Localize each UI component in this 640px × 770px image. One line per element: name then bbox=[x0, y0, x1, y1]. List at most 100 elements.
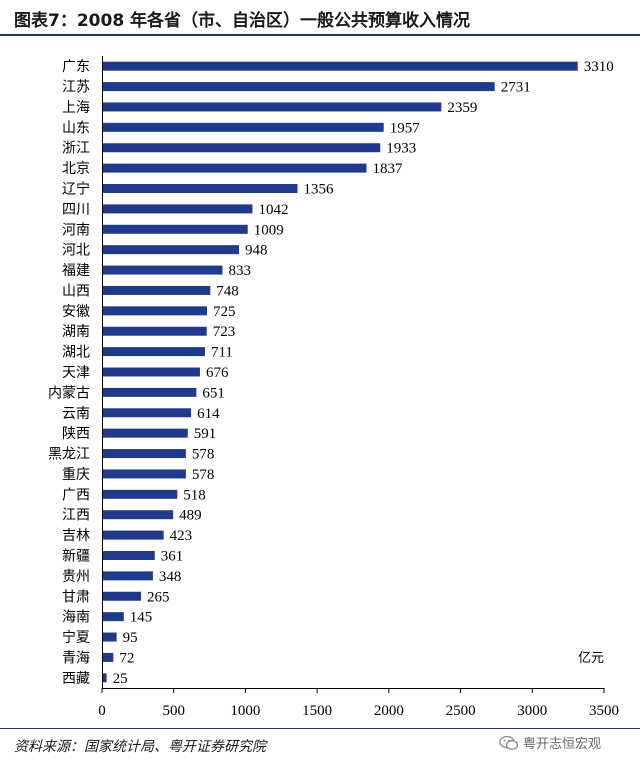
value-label: 1042 bbox=[258, 202, 288, 218]
bar-26 bbox=[103, 591, 142, 601]
value-label: 2731 bbox=[501, 80, 531, 96]
category-label: 贵州 bbox=[62, 569, 90, 585]
x-tick-label: 2500 bbox=[446, 703, 476, 719]
value-label: 591 bbox=[194, 426, 217, 442]
bar-14 bbox=[103, 347, 205, 357]
x-tick-label: 500 bbox=[162, 703, 185, 719]
category-label: 内蒙古 bbox=[48, 385, 90, 401]
bar-22 bbox=[103, 510, 174, 520]
x-tick-label: 1500 bbox=[302, 703, 332, 719]
x-tick-label: 2000 bbox=[374, 703, 404, 719]
category-label: 吉林 bbox=[62, 528, 90, 544]
value-label: 72 bbox=[119, 650, 134, 666]
value-label: 723 bbox=[213, 324, 236, 340]
category-label: 西藏 bbox=[62, 671, 90, 687]
bars-group bbox=[103, 61, 578, 683]
bar-17 bbox=[103, 408, 192, 418]
value-label: 833 bbox=[228, 263, 251, 279]
category-labels: 广东江苏上海山东浙江北京辽宁四川河南河北福建山西安徽湖南湖北天津内蒙古云南陕西黑… bbox=[48, 59, 90, 687]
category-label: 江西 bbox=[62, 508, 90, 524]
bar-16 bbox=[103, 387, 197, 397]
watermark-text: 粤开志恒宏观 bbox=[523, 737, 602, 752]
category-label: 重庆 bbox=[62, 467, 90, 483]
bar-4 bbox=[103, 143, 381, 153]
bar-3 bbox=[103, 122, 384, 132]
value-label: 711 bbox=[211, 345, 233, 361]
category-label: 河北 bbox=[62, 243, 90, 259]
unit-label: 亿元 bbox=[578, 651, 604, 666]
category-label: 湖南 bbox=[62, 324, 90, 340]
category-label: 福建 bbox=[62, 263, 90, 279]
source-note: 资料来源：国家统计局、粤开证券研究院 bbox=[14, 739, 266, 755]
value-label: 2359 bbox=[447, 100, 477, 116]
value-label: 25 bbox=[113, 671, 128, 687]
wechat-icon bbox=[499, 735, 519, 750]
bar-7 bbox=[103, 204, 253, 214]
bar-10 bbox=[103, 265, 223, 275]
category-label: 辽宁 bbox=[62, 181, 90, 198]
category-label: 浙江 bbox=[62, 141, 90, 157]
bar-19 bbox=[103, 449, 186, 459]
value-label: 361 bbox=[161, 548, 184, 564]
category-label: 广西 bbox=[62, 487, 90, 503]
bar-11 bbox=[103, 285, 211, 295]
category-label: 安徽 bbox=[62, 304, 90, 320]
bar-2 bbox=[103, 102, 442, 112]
bar-23 bbox=[103, 530, 164, 540]
watermark: 粤开志恒宏观 bbox=[499, 733, 601, 752]
x-tick-label: 0 bbox=[98, 703, 106, 719]
bar-21 bbox=[103, 489, 178, 499]
bar-15 bbox=[103, 367, 200, 377]
value-label: 3310 bbox=[584, 59, 614, 75]
value-label: 423 bbox=[170, 528, 193, 544]
category-label: 江苏 bbox=[62, 80, 90, 96]
title-divider bbox=[0, 34, 640, 36]
value-label: 1837 bbox=[372, 161, 403, 177]
value-label: 578 bbox=[192, 467, 215, 483]
value-label: 725 bbox=[213, 304, 236, 320]
bar-13 bbox=[103, 326, 207, 336]
category-label: 陕西 bbox=[62, 426, 90, 442]
value-label: 1356 bbox=[303, 182, 334, 198]
value-label: 265 bbox=[147, 589, 170, 605]
value-label: 676 bbox=[206, 365, 229, 381]
value-label: 651 bbox=[202, 385, 225, 401]
bar-30 bbox=[103, 673, 107, 683]
category-label: 山东 bbox=[62, 120, 90, 136]
category-label: 四川 bbox=[62, 202, 90, 218]
category-label: 天津 bbox=[62, 365, 90, 381]
bar-28 bbox=[103, 632, 117, 642]
x-tick-label: 3000 bbox=[517, 703, 547, 719]
bar-29 bbox=[103, 652, 114, 662]
value-label: 518 bbox=[183, 487, 206, 503]
category-label: 黑龙江 bbox=[48, 447, 90, 463]
value-label: 1957 bbox=[390, 120, 421, 136]
category-label: 河南 bbox=[62, 222, 90, 238]
category-label: 山西 bbox=[62, 283, 90, 299]
value-label: 614 bbox=[197, 406, 220, 422]
value-labels: 3310 2731 2359 1957 1933 1837 1356 1042 1009 948 8… bbox=[113, 59, 614, 687]
bar-0 bbox=[103, 61, 578, 71]
value-label: 348 bbox=[159, 569, 182, 585]
bar-27 bbox=[103, 612, 124, 622]
bar-5 bbox=[103, 163, 367, 173]
bar-9 bbox=[103, 245, 239, 255]
bar-24 bbox=[103, 550, 155, 560]
category-label: 海南 bbox=[62, 610, 90, 626]
category-label: 青海 bbox=[62, 650, 90, 666]
category-label: 北京 bbox=[62, 161, 90, 177]
bar-chart: 广东江苏上海山东浙江北京辽宁四川河南河北福建山西安徽湖南湖北天津内蒙古云南陕西黑… bbox=[48, 56, 619, 719]
value-label: 145 bbox=[130, 610, 153, 626]
bar-25 bbox=[103, 571, 153, 581]
value-label: 578 bbox=[192, 447, 215, 463]
value-label: 748 bbox=[216, 283, 239, 299]
bar-1 bbox=[103, 82, 495, 92]
value-label: 489 bbox=[179, 508, 202, 524]
footer-divider bbox=[0, 728, 640, 729]
category-label: 湖北 bbox=[62, 345, 90, 361]
value-label: 948 bbox=[245, 243, 267, 259]
value-label: 1933 bbox=[386, 141, 416, 157]
bar-8 bbox=[103, 224, 248, 234]
value-label: 1009 bbox=[254, 222, 284, 238]
category-label: 上海 bbox=[62, 100, 90, 116]
